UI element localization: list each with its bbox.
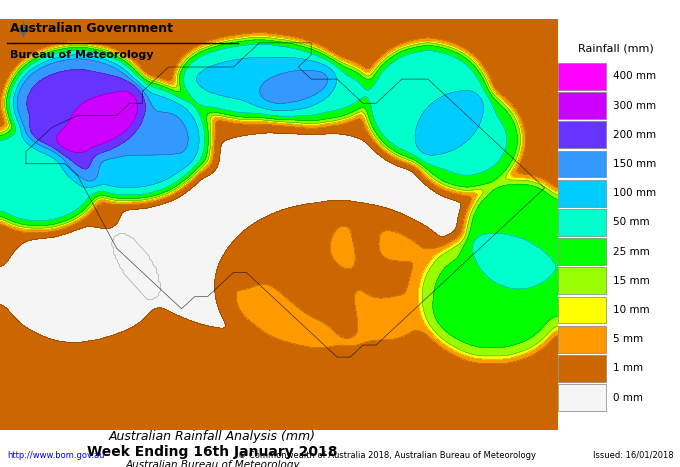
Bar	[558, 180, 606, 206]
Text: http://www.bom.gov.au: http://www.bom.gov.au	[7, 451, 104, 460]
Text: ✦: ✦	[13, 20, 33, 44]
Text: 10 mm: 10 mm	[613, 305, 649, 315]
Bar	[558, 355, 606, 382]
Text: 150 mm: 150 mm	[613, 159, 656, 169]
Text: 100 mm: 100 mm	[613, 188, 656, 198]
Text: Bureau of Meteorology: Bureau of Meteorology	[10, 50, 153, 60]
Text: © Commonwealth of Australia 2018, Australian Bureau of Meteorology: © Commonwealth of Australia 2018, Austra…	[238, 451, 536, 460]
Text: 300 mm: 300 mm	[613, 101, 656, 111]
Text: Australian Rainfall Analysis (mm): Australian Rainfall Analysis (mm)	[109, 430, 316, 443]
Text: 50 mm: 50 mm	[613, 218, 649, 227]
Bar	[558, 92, 606, 119]
Text: 400 mm: 400 mm	[613, 71, 656, 81]
Text: Rainfall (mm): Rainfall (mm)	[577, 44, 653, 54]
Text: Week Ending 16th January 2018: Week Ending 16th January 2018	[87, 445, 338, 459]
Bar	[558, 297, 606, 323]
Text: Australian Government: Australian Government	[10, 22, 173, 35]
Text: Australian Bureau of Meteorology: Australian Bureau of Meteorology	[125, 460, 300, 467]
Text: 15 mm: 15 mm	[613, 276, 650, 286]
Text: 200 mm: 200 mm	[613, 130, 656, 140]
Bar	[558, 267, 606, 294]
Bar	[558, 63, 606, 90]
Bar	[558, 238, 606, 265]
Bar	[558, 150, 606, 177]
Bar	[558, 326, 606, 353]
Bar	[558, 384, 606, 411]
Bar	[558, 121, 606, 148]
Bar	[558, 209, 606, 236]
Text: 5 mm: 5 mm	[613, 334, 643, 344]
Text: 1 mm: 1 mm	[613, 363, 643, 373]
Text: 0 mm: 0 mm	[613, 393, 643, 403]
Text: Issued: 16/01/2018: Issued: 16/01/2018	[592, 451, 673, 460]
Text: 25 mm: 25 mm	[613, 247, 650, 256]
